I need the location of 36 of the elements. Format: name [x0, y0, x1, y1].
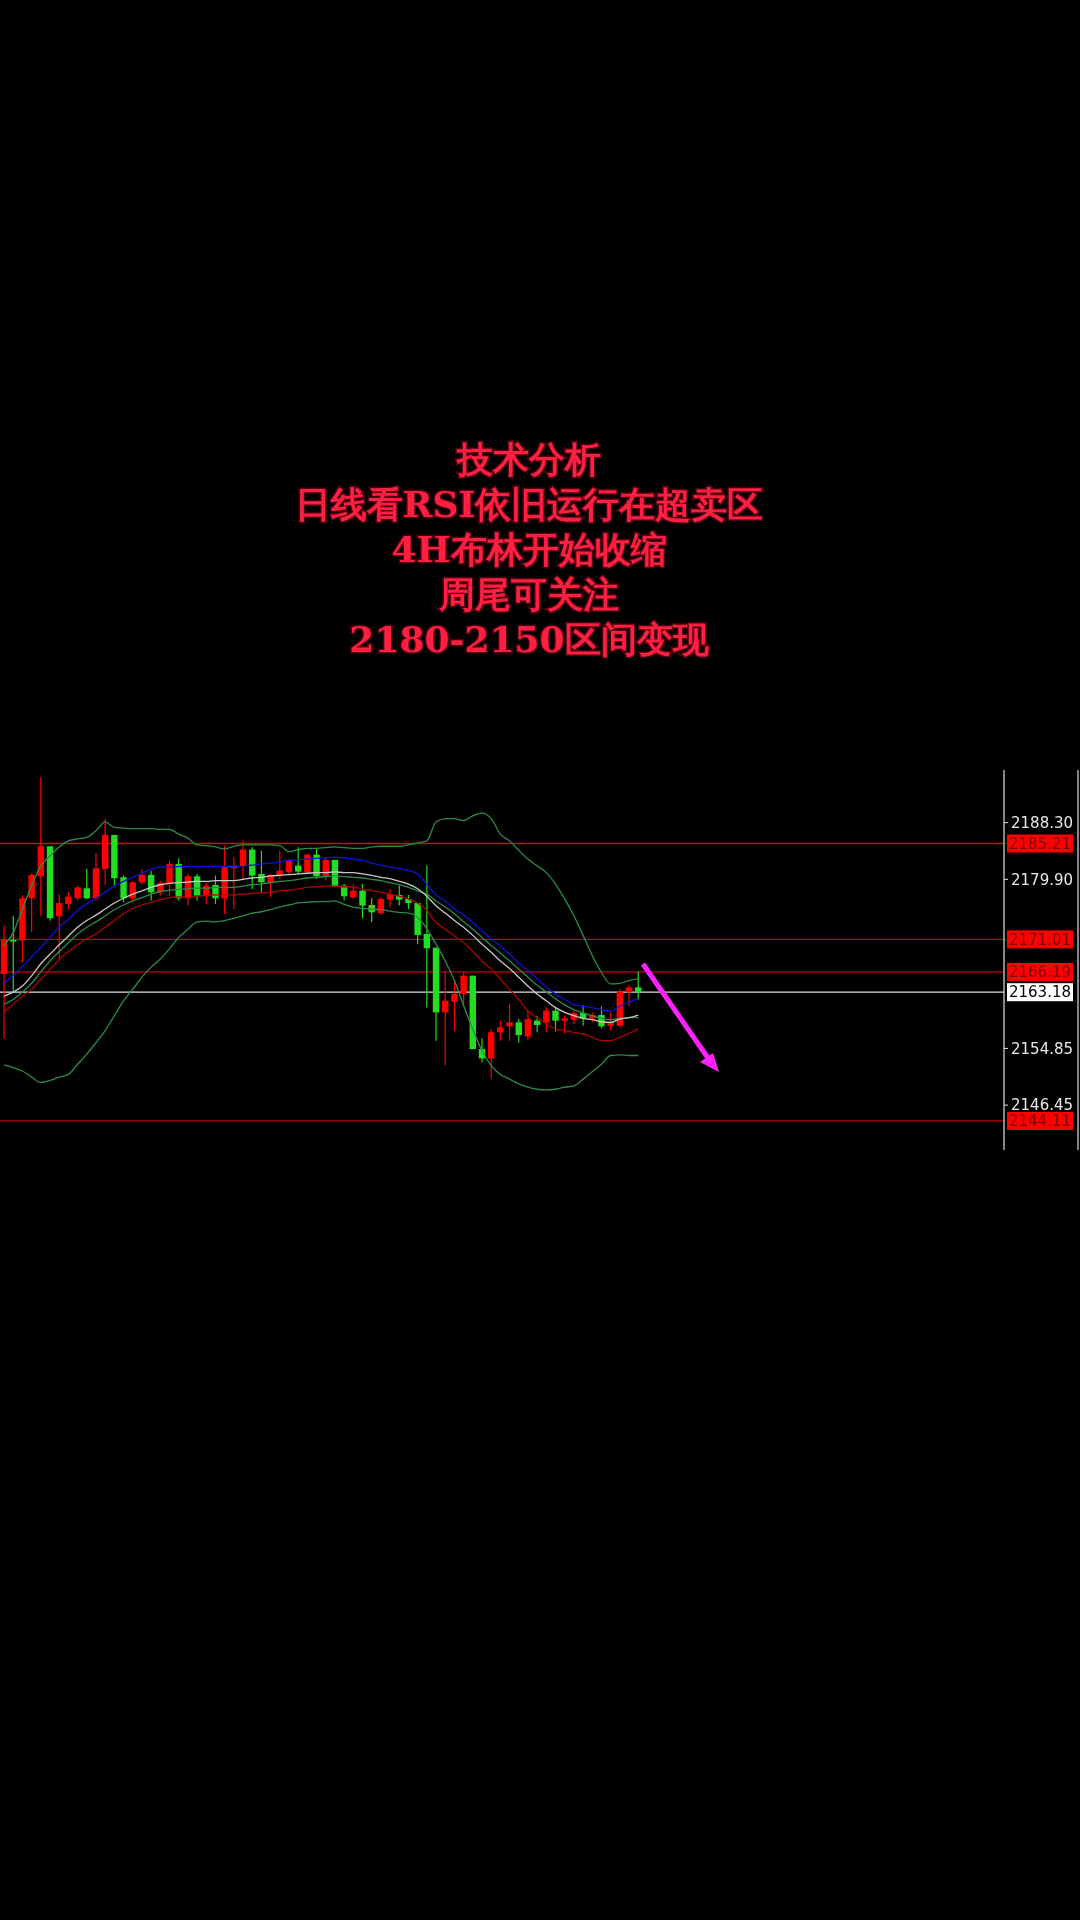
chart-title: 技术分析 — [455, 438, 601, 480]
candlestick — [506, 1003, 513, 1042]
candlestick — [635, 971, 642, 1001]
candlestick — [313, 848, 320, 880]
candlestick — [497, 1020, 504, 1042]
y-tick-label: 2154.85 — [1011, 1039, 1074, 1058]
candlestick — [359, 883, 366, 919]
candlestick — [515, 1018, 522, 1044]
candlestick — [524, 1010, 532, 1041]
candlestick — [460, 971, 467, 1006]
candlestick — [294, 846, 302, 875]
ref-line-label: 2166.19 — [1008, 963, 1072, 982]
ref-line-label: 2163.18 — [1008, 983, 1072, 1002]
candlestick — [423, 864, 431, 1008]
candlestick — [607, 1011, 614, 1032]
candlestick — [120, 875, 127, 903]
ref-line-label: 2185.21 — [1008, 834, 1072, 853]
ref-line-label: 2171.01 — [1008, 930, 1072, 949]
y-tick-label: 2146.45 — [1011, 1096, 1074, 1115]
candlestick — [625, 984, 633, 1007]
candlestick — [552, 1006, 559, 1033]
candlestick — [543, 1006, 550, 1033]
text: 周尾可关注 — [438, 573, 619, 615]
candlestick — [561, 1015, 568, 1035]
ref-line-label: 2144.11 — [1008, 1112, 1072, 1131]
candlestick — [10, 915, 17, 992]
line-series — [3, 900, 639, 1091]
text: 2180-2150区间变现 — [349, 618, 710, 660]
text: 4H布林开始收缩 — [391, 528, 667, 570]
y-tick-label: 2188.30 — [1011, 813, 1074, 832]
y-tick-label: 2179.90 — [1011, 870, 1074, 889]
candlestick — [56, 893, 63, 960]
text: 日线看RSI依旧运行在超卖区 — [294, 483, 764, 525]
candlestick — [83, 868, 91, 900]
candlestick — [451, 981, 458, 1032]
candlestick — [166, 859, 173, 897]
